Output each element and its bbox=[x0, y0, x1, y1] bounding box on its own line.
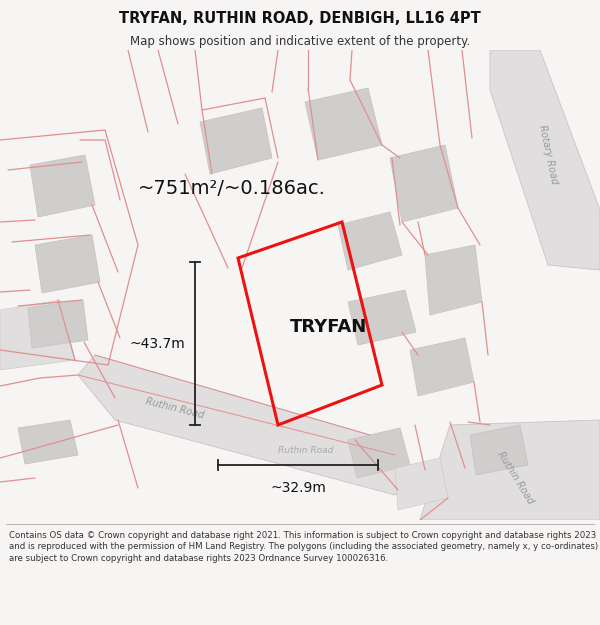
Text: ~751m²/~0.186ac.: ~751m²/~0.186ac. bbox=[138, 179, 326, 198]
Polygon shape bbox=[348, 428, 410, 478]
Polygon shape bbox=[395, 458, 448, 510]
Polygon shape bbox=[78, 355, 415, 495]
Polygon shape bbox=[338, 212, 402, 270]
Text: ~43.7m: ~43.7m bbox=[129, 336, 185, 351]
Polygon shape bbox=[410, 338, 474, 396]
Polygon shape bbox=[470, 425, 528, 475]
Text: Ruthin Road: Ruthin Road bbox=[278, 446, 334, 455]
Polygon shape bbox=[348, 290, 416, 345]
Text: TRYFAN, RUTHIN ROAD, DENBIGH, LL16 4PT: TRYFAN, RUTHIN ROAD, DENBIGH, LL16 4PT bbox=[119, 11, 481, 26]
Text: Contains OS data © Crown copyright and database right 2021. This information is : Contains OS data © Crown copyright and d… bbox=[9, 531, 598, 563]
Polygon shape bbox=[18, 420, 78, 464]
Polygon shape bbox=[390, 145, 458, 222]
Polygon shape bbox=[490, 50, 600, 270]
Polygon shape bbox=[200, 108, 272, 174]
Polygon shape bbox=[0, 300, 75, 370]
Text: Rotary Road: Rotary Road bbox=[537, 124, 559, 186]
Polygon shape bbox=[28, 300, 88, 348]
Polygon shape bbox=[305, 88, 382, 160]
Polygon shape bbox=[420, 420, 600, 520]
Text: Ruthin Road: Ruthin Road bbox=[495, 450, 535, 506]
Text: ~32.9m: ~32.9m bbox=[270, 481, 326, 495]
Polygon shape bbox=[425, 245, 482, 315]
Polygon shape bbox=[35, 235, 100, 293]
Text: TRYFAN: TRYFAN bbox=[289, 319, 367, 336]
Text: Map shows position and indicative extent of the property.: Map shows position and indicative extent… bbox=[130, 35, 470, 48]
Text: Ruthin Road: Ruthin Road bbox=[145, 396, 205, 420]
Polygon shape bbox=[30, 155, 95, 217]
